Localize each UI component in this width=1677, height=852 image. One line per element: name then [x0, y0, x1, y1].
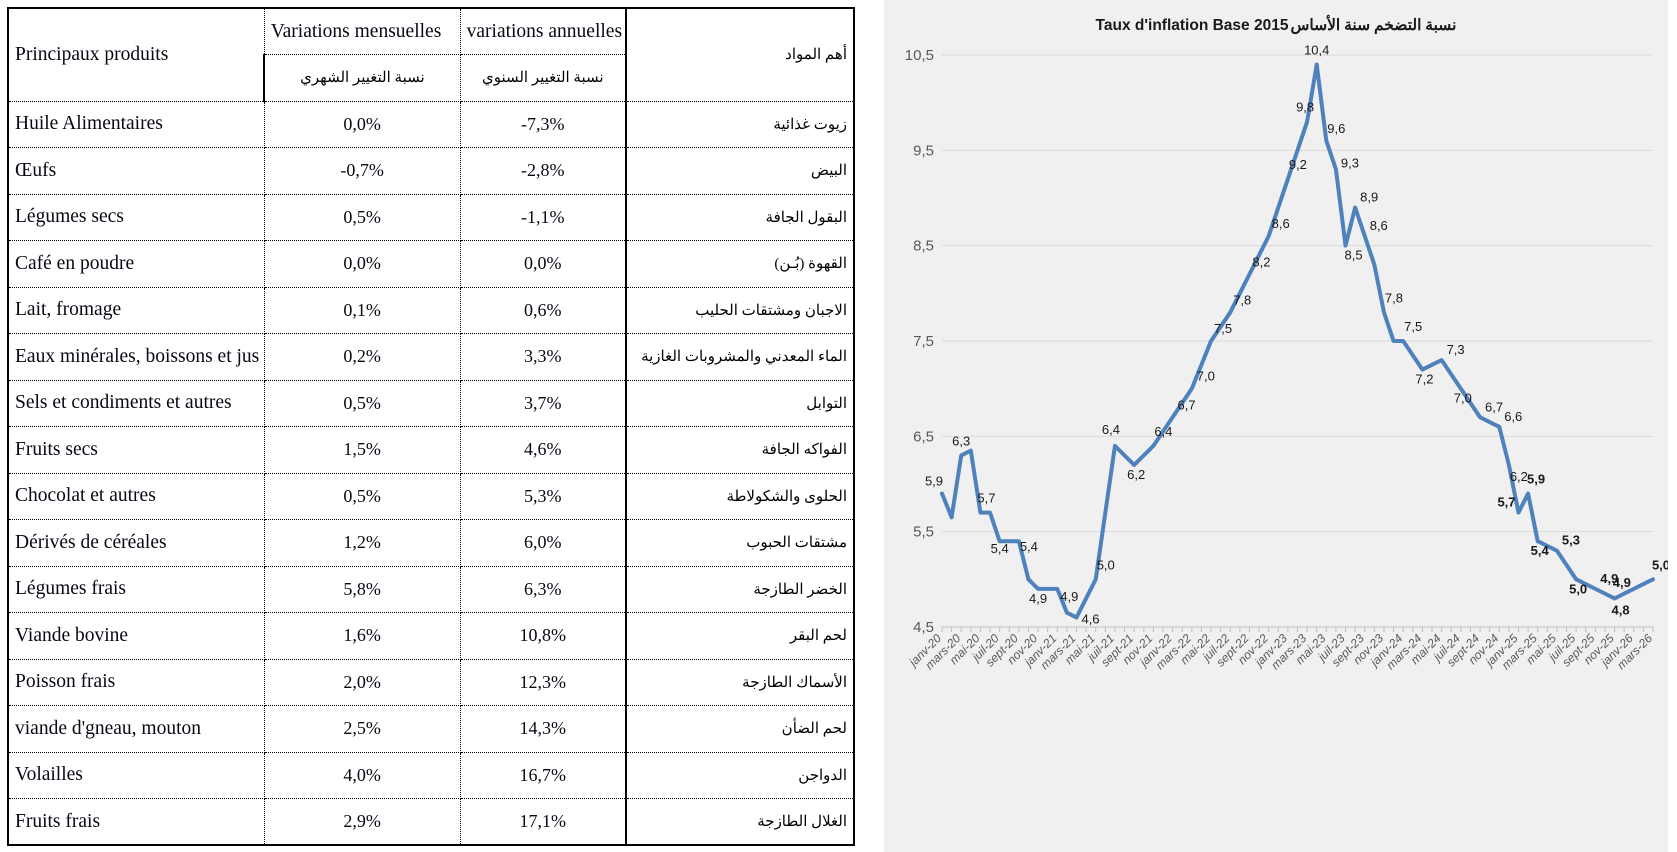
svg-text:6,6: 6,6 [1504, 409, 1522, 424]
svg-text:6,4: 6,4 [1102, 422, 1120, 437]
svg-text:8,6: 8,6 [1272, 216, 1290, 231]
svg-text:5,0: 5,0 [1652, 557, 1668, 572]
svg-text:4,6: 4,6 [1081, 611, 1099, 626]
svg-text:6,4: 6,4 [1154, 424, 1172, 439]
svg-text:9,5: 9,5 [913, 142, 934, 159]
svg-text:5,5: 5,5 [913, 524, 934, 541]
svg-text:5,7: 5,7 [977, 491, 995, 506]
svg-text:10,5: 10,5 [905, 47, 934, 64]
svg-text:9,8: 9,8 [1296, 100, 1314, 115]
svg-text:5,9: 5,9 [925, 474, 943, 489]
svg-text:9,6: 9,6 [1327, 121, 1345, 136]
svg-text:6,7: 6,7 [1178, 397, 1196, 412]
svg-text:5,4: 5,4 [1531, 543, 1550, 558]
svg-text:5,4: 5,4 [1020, 539, 1038, 554]
svg-text:4,9: 4,9 [1613, 575, 1631, 590]
svg-text:7,3: 7,3 [1447, 342, 1465, 357]
svg-text:9,3: 9,3 [1341, 155, 1359, 170]
svg-text:7,8: 7,8 [1385, 290, 1403, 305]
svg-text:7,5: 7,5 [1214, 321, 1232, 336]
svg-text:9,2: 9,2 [1289, 157, 1307, 172]
svg-text:7,0: 7,0 [1454, 391, 1472, 406]
svg-text:8,2: 8,2 [1252, 254, 1270, 269]
svg-text:8,5: 8,5 [1345, 248, 1363, 263]
svg-text:5,9: 5,9 [1527, 472, 1545, 487]
svg-text:5,0: 5,0 [1097, 557, 1115, 572]
svg-text:6,7: 6,7 [1485, 399, 1503, 414]
svg-text:4,9: 4,9 [1029, 591, 1047, 606]
svg-text:6,5: 6,5 [913, 428, 934, 445]
svg-text:7,5: 7,5 [913, 333, 934, 350]
svg-text:6,3: 6,3 [952, 433, 970, 448]
svg-text:5,7: 5,7 [1497, 495, 1515, 510]
svg-text:4,8: 4,8 [1612, 602, 1630, 617]
svg-text:5,3: 5,3 [1562, 533, 1580, 548]
svg-text:7,0: 7,0 [1197, 369, 1215, 384]
svg-text:4,9: 4,9 [1060, 589, 1078, 604]
svg-text:6,2: 6,2 [1510, 469, 1528, 484]
svg-text:8,5: 8,5 [913, 238, 934, 255]
svg-text:8,9: 8,9 [1360, 190, 1378, 205]
svg-text:7,5: 7,5 [1404, 319, 1422, 334]
svg-text:6,2: 6,2 [1127, 467, 1145, 482]
svg-text:7,2: 7,2 [1415, 372, 1433, 387]
svg-text:5,4: 5,4 [991, 541, 1009, 556]
svg-text:5,0: 5,0 [1569, 581, 1587, 596]
svg-text:7,8: 7,8 [1233, 292, 1251, 307]
svg-text:8,6: 8,6 [1370, 218, 1388, 233]
svg-text:10,4: 10,4 [1304, 43, 1329, 58]
